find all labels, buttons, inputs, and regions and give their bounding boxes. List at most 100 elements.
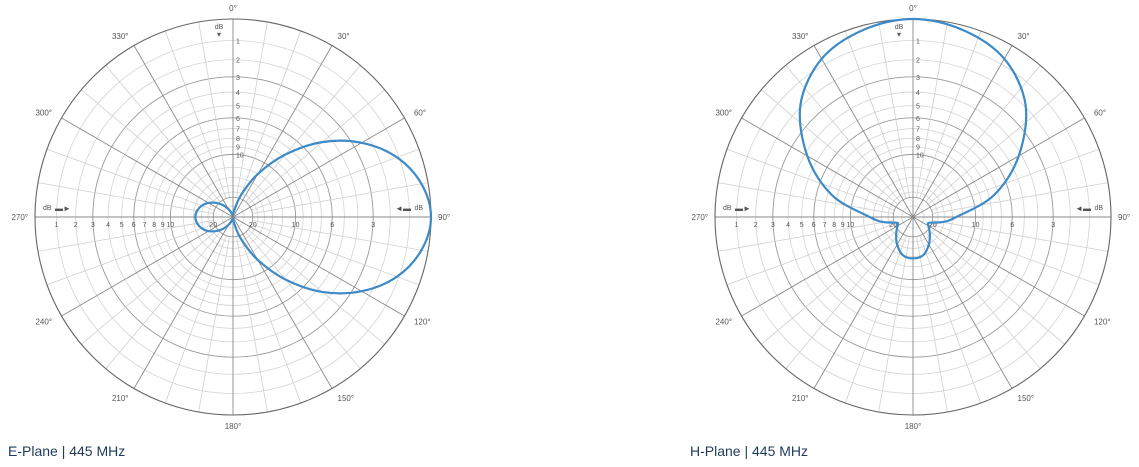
angle-label: 150° <box>338 394 355 403</box>
grid-spoke <box>164 235 227 404</box>
radial-tick-label: 10 <box>292 222 300 229</box>
radial-tick-label: 1 <box>735 222 739 229</box>
unit-label-left: dB <box>723 205 732 212</box>
angle-label: 210° <box>792 394 809 403</box>
grid-spoke <box>105 65 221 203</box>
grid-spoke <box>785 231 901 369</box>
radial-tick-label: 3 <box>371 222 375 229</box>
arrow-down-icon: ▾ <box>217 30 221 39</box>
grid-spoke <box>245 65 361 203</box>
radial-tick-label: 10 <box>916 152 924 159</box>
arrow-left-icon: ◄▬ <box>395 204 411 213</box>
angle-label: 120° <box>414 318 431 327</box>
grid-spoke <box>198 21 230 198</box>
grid-spoke <box>931 223 1100 286</box>
radial-tick-label: 9 <box>916 145 920 152</box>
grid-spoke <box>251 223 420 286</box>
angle-label: 120° <box>1094 318 1111 327</box>
grid-spoke <box>726 223 895 286</box>
radial-tick-label: 3 <box>771 222 775 229</box>
grid-spoke <box>46 148 215 211</box>
angle-label: 300° <box>35 109 52 118</box>
radial-tick-label: 6 <box>1010 222 1014 229</box>
radial-tick-label: 3 <box>916 75 920 82</box>
arrow-down-icon: ▾ <box>897 30 901 39</box>
angle-label: 60° <box>414 109 426 118</box>
grid-spoke <box>919 235 982 404</box>
grid-spoke <box>247 89 385 205</box>
grid-spoke <box>37 182 214 214</box>
radial-tick-label: 20 <box>929 222 937 229</box>
radial-tick-label: 8 <box>152 222 156 229</box>
radial-tick-label: 4 <box>786 222 790 229</box>
e-plane-caption: E-Plane | 445 MHz <box>8 443 126 459</box>
radial-tick-label: 10 <box>846 222 854 229</box>
radial-tick-label: 9 <box>161 222 165 229</box>
grid-spoke <box>61 117 234 218</box>
grid-spoke <box>81 229 219 345</box>
radial-tick-label: 5 <box>120 222 124 229</box>
angle-label: 270° <box>11 213 28 222</box>
grid-spoke <box>912 117 1085 218</box>
radial-tick-label: 1 <box>916 39 920 46</box>
grid-spoke <box>912 45 1013 218</box>
grid-spoke <box>232 45 333 218</box>
angle-label: 240° <box>35 318 52 327</box>
radial-tick-label: 7 <box>143 222 147 229</box>
angle-label: 330° <box>792 32 809 41</box>
radial-tick-label: 9 <box>841 222 845 229</box>
radial-tick-label: 20 <box>889 222 897 229</box>
grid-spoke <box>761 89 899 205</box>
radial-tick-label: 20 <box>209 222 217 229</box>
radial-tick-label: 5 <box>800 222 804 229</box>
radial-tick-label: 6 <box>330 222 334 229</box>
grid-spoke <box>927 229 1065 345</box>
radial-tick-label: 7 <box>916 127 920 134</box>
radial-tick-label: 1 <box>236 39 240 46</box>
radial-tick-label: 10 <box>972 222 980 229</box>
radial-tick-label: 2 <box>236 58 240 65</box>
grid-spoke <box>741 216 914 317</box>
radial-tick-label: 3 <box>1051 222 1055 229</box>
arrow-right-icon: ▬► <box>55 204 71 213</box>
angle-label: 150° <box>1018 394 1035 403</box>
grid-spoke <box>232 216 333 389</box>
polar-charts: 0°30°60°90°120°150°180°210°240°270°300°3… <box>11 4 1130 431</box>
grid-spoke <box>252 182 429 214</box>
h-plane-chart: 0° 30° 60° 90° 120° 150° 180° 210° 240° 270° 300° 3… <box>691 4 1130 431</box>
angle-label: 300° <box>715 109 732 118</box>
radial-tick-label: 7 <box>236 127 240 134</box>
grid-spoke <box>133 45 234 218</box>
grid-spoke <box>236 21 268 198</box>
grid-spoke <box>878 236 910 413</box>
radial-tick-label: 10 <box>236 152 244 159</box>
radial-tick-label: 6 <box>812 222 816 229</box>
radial-tick-label: 3 <box>236 75 240 82</box>
radial-tick-label: 7 <box>823 222 827 229</box>
radial-tick-label: 20 <box>249 222 257 229</box>
grid-spoke <box>252 220 429 252</box>
grid-spoke <box>741 117 914 218</box>
angle-label: 270° <box>691 213 708 222</box>
grid-spoke <box>912 216 1085 317</box>
grid-spoke <box>239 30 302 199</box>
arrow-left-icon: ◄▬ <box>1075 204 1091 213</box>
radial-tick-label: 10 <box>166 222 174 229</box>
angle-label: 0° <box>909 4 917 13</box>
grid-spoke <box>717 182 894 214</box>
grid-spoke <box>844 30 907 199</box>
unit-label-top: dB <box>215 24 224 31</box>
grid-spoke <box>81 89 219 205</box>
radial-tick-label: 4 <box>916 90 920 97</box>
angle-label: 330° <box>112 32 129 41</box>
grid-spoke <box>878 21 910 198</box>
grid-spoke <box>105 231 221 369</box>
grid-spoke <box>927 89 1065 205</box>
grid-spoke <box>133 216 234 389</box>
grid-spoke <box>61 216 234 317</box>
grid-spoke <box>919 30 982 199</box>
radial-tick-label: 1 <box>55 222 59 229</box>
e-plane-chart: 0° 30° 60° 90° 120° 150° 180° 210° 240° 270° 300° 3… <box>11 4 450 431</box>
grid-spoke <box>932 220 1109 252</box>
radiation-pattern-curve <box>194 139 433 295</box>
